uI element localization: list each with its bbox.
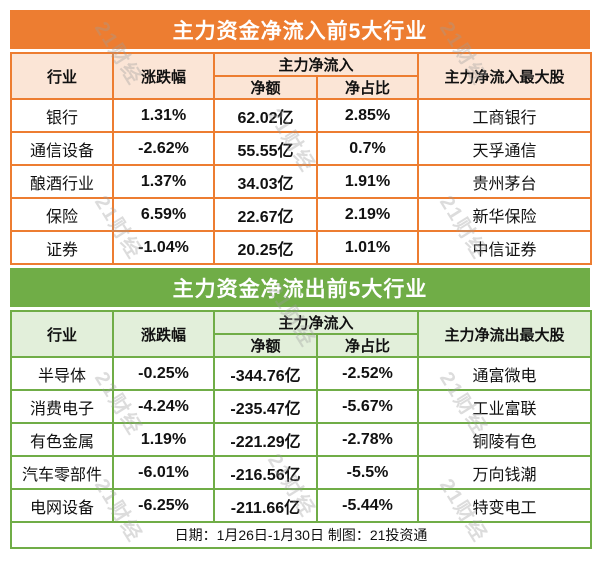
inflow-title: 主力资金净流入前5大行业 <box>10 10 590 49</box>
table-row: 电网设备 -6.25% -211.66亿 -5.44% 特变电工 <box>10 488 593 523</box>
cell-change-pct: 6.59% <box>112 197 215 232</box>
cell-net-ratio: 1.91% <box>315 164 420 199</box>
header-net-inflow-group: 主力净流入 <box>212 310 420 335</box>
cell-industry: 半导体 <box>10 356 114 391</box>
cell-net-ratio: 2.85% <box>315 98 420 133</box>
inflow-subheader-row: 净额 净占比 <box>11 75 591 100</box>
table-row: 保险 6.59% 22.67亿 2.19% 新华保险 <box>10 197 593 232</box>
header-industry: 行业 <box>10 52 114 100</box>
cell-industry: 消费电子 <box>10 389 114 424</box>
cell-net-ratio: -5.5% <box>315 455 420 490</box>
cell-change-pct: -2.62% <box>112 131 215 166</box>
cell-change-pct: -6.01% <box>112 455 215 490</box>
cell-industry: 银行 <box>10 98 114 133</box>
cell-top-stock: 万向钱潮 <box>417 455 593 490</box>
footer-note: 日期：1月26日-1月30日 制图：21投资通 <box>9 521 593 549</box>
cell-industry: 汽车零部件 <box>10 455 114 490</box>
table-row: 通信设备 -2.62% 55.55亿 0.7% 天孚通信 <box>10 131 593 166</box>
cell-top-stock: 中信证券 <box>417 230 593 265</box>
table-row: 消费电子 -4.24% -235.47亿 -5.67% 工业富联 <box>10 389 593 424</box>
cell-change-pct: -0.25% <box>112 356 215 391</box>
outflow-title: 主力资金净流出前5大行业 <box>10 268 590 307</box>
cell-industry: 酿酒行业 <box>10 164 114 199</box>
cell-change-pct: 1.31% <box>112 98 215 133</box>
cell-net-ratio: 2.19% <box>315 197 420 232</box>
header-industry: 行业 <box>10 310 114 358</box>
cell-net-amount: -221.29亿 <box>213 422 318 457</box>
outflow-header-row: 行业 涨跌幅 主力净流入 主力净流出最大股 <box>10 310 593 358</box>
table-row: 有色金属 1.19% -221.29亿 -2.78% 铜陵有色 <box>10 422 593 457</box>
cell-change-pct: -1.04% <box>112 230 215 265</box>
header-net-ratio: 净占比 <box>315 75 420 100</box>
cell-net-amount: 22.67亿 <box>213 197 318 232</box>
cell-net-ratio: -2.52% <box>315 356 420 391</box>
outflow-subheader-row: 净额 净占比 <box>11 333 591 358</box>
table-row: 半导体 -0.25% -344.76亿 -2.52% 通富微电 <box>10 356 593 391</box>
cell-change-pct: -6.25% <box>112 488 215 523</box>
header-net-amount: 净额 <box>213 333 318 358</box>
cell-industry: 保险 <box>10 197 114 232</box>
header-change-pct: 涨跌幅 <box>112 310 215 358</box>
cell-net-amount: 20.25亿 <box>213 230 318 265</box>
cell-net-amount: 62.02亿 <box>213 98 318 133</box>
header-net-ratio: 净占比 <box>315 333 420 358</box>
footer-row: 日期：1月26日-1月30日 制图：21投资通 <box>9 521 593 549</box>
cell-net-amount: -235.47亿 <box>213 389 318 424</box>
outflow-table: 行业 涨跌幅 主力净流入 主力净流出最大股 净额 净占比 半导体 -0.25% … <box>9 310 593 549</box>
cell-net-amount: -344.76亿 <box>213 356 318 391</box>
cell-net-ratio: -2.78% <box>315 422 420 457</box>
cell-change-pct: 1.37% <box>112 164 215 199</box>
cell-industry: 通信设备 <box>10 131 114 166</box>
cell-top-stock: 天孚通信 <box>417 131 593 166</box>
inflow-header-row: 行业 涨跌幅 主力净流入 主力净流入最大股 <box>10 52 593 100</box>
table-row: 酿酒行业 1.37% 34.03亿 1.91% 贵州茅台 <box>10 164 593 199</box>
cell-net-amount: -211.66亿 <box>213 488 318 523</box>
cell-top-stock: 新华保险 <box>417 197 593 232</box>
table-row: 证券 -1.04% 20.25亿 1.01% 中信证券 <box>10 230 593 265</box>
header-change-pct: 涨跌幅 <box>112 52 215 100</box>
cell-industry: 有色金属 <box>10 422 114 457</box>
cell-top-stock: 通富微电 <box>417 356 593 391</box>
cell-industry: 证券 <box>10 230 114 265</box>
cell-top-stock: 工业富联 <box>417 389 593 424</box>
cell-net-amount: 55.55亿 <box>213 131 318 166</box>
cell-net-amount: 34.03亿 <box>213 164 318 199</box>
cell-net-amount: -216.56亿 <box>213 455 318 490</box>
inflow-table: 行业 涨跌幅 主力净流入 主力净流入最大股 净额 净占比 银行 1.31% 62… <box>10 52 593 265</box>
cell-top-stock: 特变电工 <box>417 488 593 523</box>
header-top-inflow-stock: 主力净流入最大股 <box>417 52 593 100</box>
cell-change-pct: 1.19% <box>112 422 215 457</box>
cell-net-ratio: -5.67% <box>315 389 420 424</box>
cell-change-pct: -4.24% <box>112 389 215 424</box>
header-net-inflow-group: 主力净流入 <box>212 52 420 77</box>
cell-industry: 电网设备 <box>10 488 114 523</box>
cell-top-stock: 贵州茅台 <box>417 164 593 199</box>
cell-net-ratio: 1.01% <box>315 230 420 265</box>
cell-top-stock: 铜陵有色 <box>417 422 593 457</box>
cell-top-stock: 工商银行 <box>417 98 593 133</box>
cell-net-ratio: -5.44% <box>315 488 420 523</box>
cell-net-ratio: 0.7% <box>315 131 420 166</box>
header-net-amount: 净额 <box>213 75 318 100</box>
table-row: 汽车零部件 -6.01% -216.56亿 -5.5% 万向钱潮 <box>10 455 593 490</box>
header-top-outflow-stock: 主力净流出最大股 <box>417 310 593 358</box>
table-row: 银行 1.31% 62.02亿 2.85% 工商银行 <box>10 98 593 133</box>
